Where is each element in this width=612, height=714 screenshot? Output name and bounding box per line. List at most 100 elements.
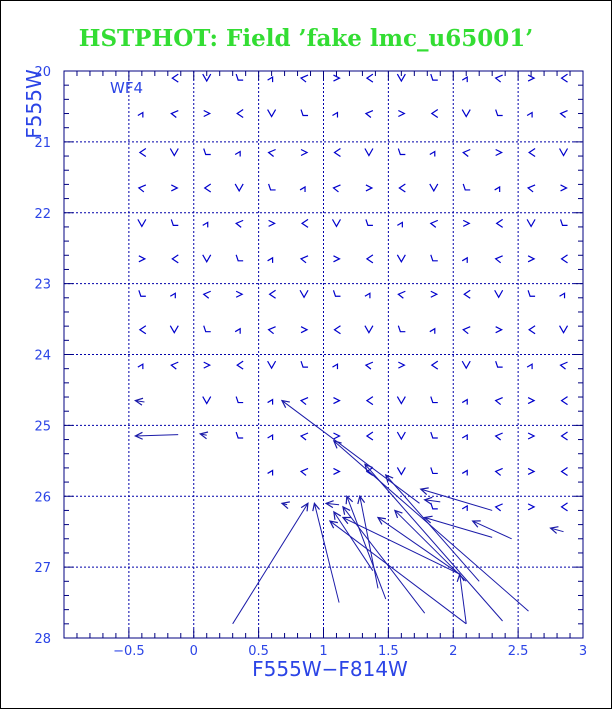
vector-arrowhead [456, 572, 465, 582]
cell-symbol [364, 148, 374, 157]
cell-symbol [171, 184, 179, 192]
cell-symbol [235, 431, 244, 439]
vector-arrowhead [332, 440, 342, 449]
vector-arrowhead [328, 520, 338, 529]
cell-symbol [397, 290, 406, 299]
cell-symbol [137, 363, 144, 370]
cell-symbol [364, 325, 374, 334]
x-tick-label: 2 [449, 644, 457, 659]
cell-symbol [333, 148, 341, 158]
cell-symbol [397, 221, 403, 228]
cell-symbol [559, 219, 568, 226]
vector-arrowhead [133, 431, 143, 440]
cell-symbol [560, 396, 568, 406]
cell-symbol [396, 431, 406, 441]
vector-arrowhead [419, 487, 429, 495]
cell-symbol [171, 254, 179, 264]
cell-symbol [365, 184, 374, 192]
vector-line [550, 527, 564, 533]
cell-symbol [365, 219, 373, 226]
cell-symbol [560, 254, 568, 264]
vector-arrowhead [357, 494, 366, 505]
cell-symbol [267, 469, 274, 476]
cell-symbol [267, 433, 274, 441]
vector-line [459, 574, 467, 624]
vector-line [394, 510, 467, 582]
cell-symbol [364, 361, 374, 370]
vector-line [333, 511, 374, 571]
y-tick-label: 27 [34, 561, 51, 576]
vector-arrowhead [134, 397, 144, 406]
vector-line [385, 474, 480, 582]
x-tick-label: 0.5 [248, 644, 269, 659]
cell-symbol [203, 183, 212, 193]
vector-line [232, 503, 309, 625]
y-tick-label: 22 [34, 207, 51, 222]
vector-arrowhead [376, 516, 386, 525]
cell-symbol [494, 255, 503, 264]
axes [63, 70, 584, 639]
cell-symbol [462, 219, 471, 227]
cell-symbol [429, 327, 436, 334]
cell-symbol [398, 183, 406, 193]
cell-symbol [559, 109, 568, 118]
cell-symbol [462, 148, 471, 157]
vector-line [472, 520, 512, 540]
cell-symbol [267, 326, 276, 335]
cell-symbol [203, 361, 212, 369]
cell-symbol [203, 325, 211, 333]
vector-line [424, 517, 493, 538]
cell-symbol [559, 361, 568, 370]
cell-symbol [560, 184, 568, 192]
cell-symbol [299, 289, 309, 299]
vector-line [313, 503, 340, 603]
cell-symbol [300, 326, 309, 334]
cell-symbol [300, 360, 309, 368]
x-tick-label: −0.5 [113, 644, 145, 659]
cell-symbol [299, 467, 309, 476]
cell-symbol [170, 219, 179, 226]
cell-symbol [494, 467, 503, 476]
cell-symbol [299, 397, 309, 406]
cell-symbol [365, 254, 374, 264]
cell-symbol [495, 109, 503, 117]
vector-line [326, 502, 340, 506]
vector-line [135, 434, 179, 437]
cell-symbol [397, 148, 406, 156]
cell-symbol [397, 325, 406, 333]
x-tick-label: 0 [190, 644, 198, 659]
cell-symbol [203, 109, 212, 118]
x-tick-label: 1.5 [378, 644, 399, 659]
cell-symbol [364, 292, 371, 299]
cell-symbol [429, 183, 439, 193]
cell-symbol [528, 325, 536, 335]
cell-symbol [137, 219, 147, 228]
cell-symbol [430, 396, 438, 404]
cell-symbol [234, 183, 244, 193]
cell-symbol [461, 469, 468, 476]
vector-line [342, 517, 460, 575]
cell-symbol [137, 111, 144, 118]
cell-symbol [267, 398, 274, 405]
cell-symbol [494, 503, 503, 512]
vector-arrowhead [300, 502, 309, 512]
vector-arrowhead [423, 496, 433, 505]
cell-symbol [332, 363, 339, 370]
cell-symbol [333, 397, 341, 405]
vector-arrowhead [364, 463, 373, 473]
cell-symbol [332, 111, 339, 118]
vector-arrowhead [549, 526, 559, 534]
vector-arrowhead [342, 505, 351, 515]
cell-symbol [494, 185, 501, 192]
cell-symbol [331, 219, 341, 228]
cell-symbol [396, 73, 406, 83]
y-tick-label: 20 [34, 65, 51, 80]
cell-symbol [526, 219, 536, 228]
cell-symbol [396, 467, 406, 476]
cell-symbol [527, 397, 536, 405]
cell-symbol [202, 73, 212, 83]
cell-symbol [169, 325, 179, 334]
vector-line [359, 496, 379, 589]
cell-symbol [235, 290, 244, 298]
